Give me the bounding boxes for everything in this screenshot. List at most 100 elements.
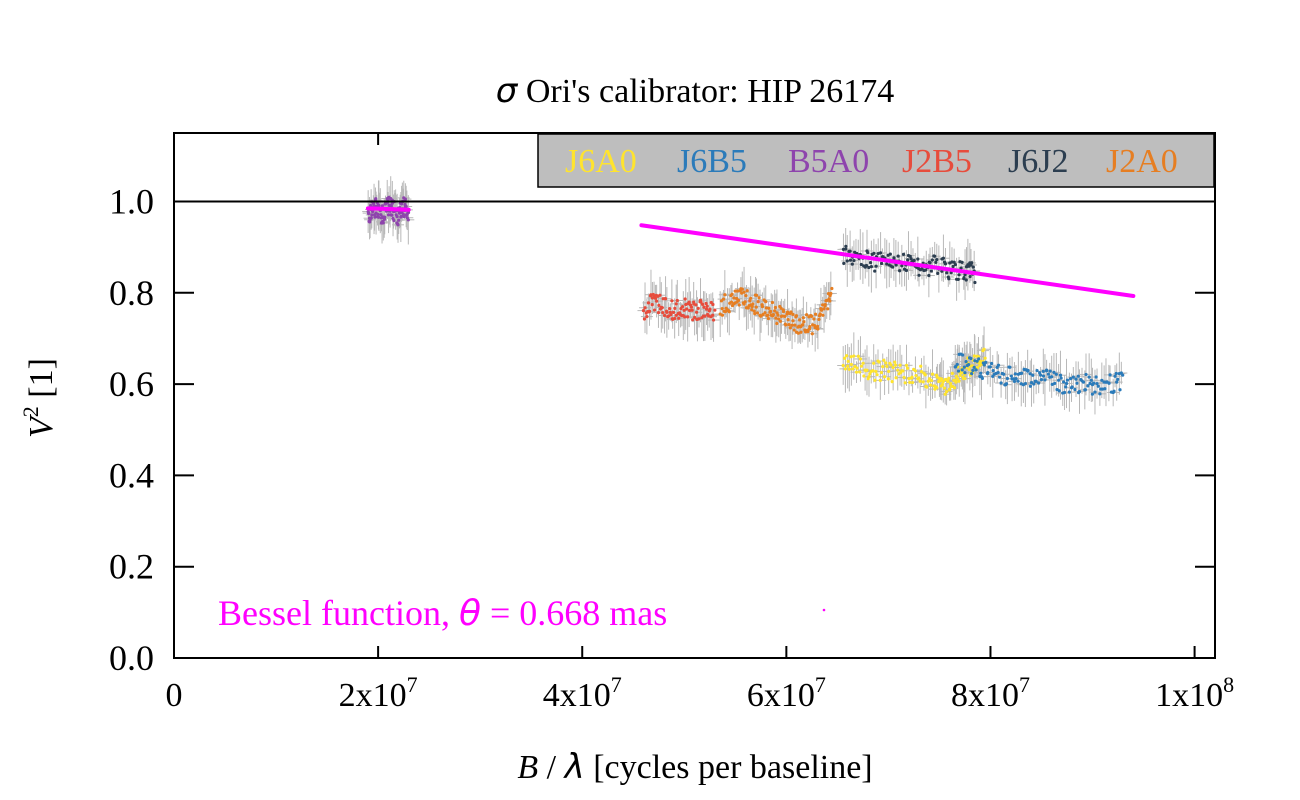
data-point xyxy=(801,316,805,320)
data-point xyxy=(656,310,661,315)
data-point xyxy=(1005,376,1009,381)
y-tick-label-0: 0.0 xyxy=(109,638,154,678)
data-point xyxy=(1093,390,1097,394)
data-point xyxy=(796,331,801,335)
data-point xyxy=(789,310,793,314)
data-point xyxy=(884,361,888,365)
data-point xyxy=(900,264,904,268)
data-point xyxy=(1062,390,1067,395)
fit-line-segment-0 xyxy=(365,206,411,212)
data-point xyxy=(903,381,907,385)
data-point xyxy=(680,304,685,309)
data-point xyxy=(908,380,912,385)
data-point xyxy=(1031,373,1035,377)
data-point xyxy=(719,299,724,303)
data-point xyxy=(865,368,869,372)
data-point xyxy=(392,218,396,223)
data-point xyxy=(740,287,744,291)
x-tick-exp: 7 xyxy=(1019,672,1030,697)
data-point xyxy=(978,359,982,363)
data-point xyxy=(1038,373,1043,377)
data-point xyxy=(888,252,892,256)
data-point xyxy=(650,303,654,307)
data-point xyxy=(720,313,725,317)
data-point xyxy=(969,356,973,361)
data-point xyxy=(869,265,873,269)
data-point xyxy=(737,298,741,302)
series-J6A0 xyxy=(841,347,987,396)
data-point xyxy=(855,366,859,370)
data-point xyxy=(713,308,717,312)
bessel-annotation: Bessel function, θ = 0.668 mas xyxy=(218,593,667,634)
data-point xyxy=(764,306,768,310)
data-point xyxy=(999,381,1003,385)
data-point xyxy=(1100,378,1104,382)
x-tick-exp: 8 xyxy=(1223,672,1234,697)
data-point xyxy=(887,369,891,374)
x-tick-exp: 7 xyxy=(407,672,418,697)
data-point xyxy=(383,215,387,219)
data-point xyxy=(810,314,814,318)
data-point xyxy=(849,362,853,367)
x-tick-base: 2x10 xyxy=(339,677,407,714)
data-point xyxy=(844,354,849,358)
data-point xyxy=(646,301,651,305)
data-point xyxy=(891,365,895,370)
data-point xyxy=(925,385,929,389)
data-point xyxy=(785,310,790,314)
x-tick-base: 6x10 xyxy=(747,677,815,714)
data-point xyxy=(914,373,918,378)
data-point xyxy=(770,300,775,305)
data-point xyxy=(1074,377,1078,381)
legend-entry-J6J2: J6J2 xyxy=(1008,143,1068,180)
y-axis-label-rest: [1] xyxy=(23,358,60,406)
data-point xyxy=(677,316,681,320)
data-point xyxy=(941,256,946,260)
data-point xyxy=(867,375,871,379)
data-point xyxy=(843,367,848,371)
data-point xyxy=(889,363,893,367)
data-point xyxy=(675,298,679,303)
data-point xyxy=(856,354,860,358)
data-point xyxy=(949,382,953,386)
data-point xyxy=(674,302,678,306)
x-axis-label-rest: [cycles per baseline] xyxy=(585,749,873,786)
data-point xyxy=(743,300,747,304)
data-point xyxy=(668,306,672,311)
data-point xyxy=(971,368,975,373)
data-point xyxy=(1041,374,1046,378)
data-point xyxy=(898,269,902,273)
data-point xyxy=(371,202,376,206)
data-point xyxy=(771,312,775,317)
data-point xyxy=(858,370,862,374)
data-point xyxy=(960,260,964,264)
data-point xyxy=(787,323,791,327)
data-point xyxy=(935,257,939,262)
data-point xyxy=(766,313,770,317)
data-point xyxy=(825,298,829,303)
data-point xyxy=(960,368,964,372)
data-point xyxy=(874,264,878,268)
data-point xyxy=(687,300,691,304)
legend-entry-J6B5: J6B5 xyxy=(677,143,747,180)
data-point xyxy=(1041,369,1045,373)
data-point xyxy=(812,317,816,321)
data-point xyxy=(862,374,866,378)
data-point xyxy=(821,313,825,317)
data-point xyxy=(848,249,852,253)
data-point xyxy=(933,254,937,258)
data-point xyxy=(1113,374,1117,378)
data-point xyxy=(894,263,898,267)
annotation-theta-symbol: θ xyxy=(459,593,481,634)
data-point xyxy=(813,312,818,316)
data-point xyxy=(927,273,931,278)
data-point xyxy=(399,214,403,218)
chart-title: σ Ori's calibrator: HIP 26174 xyxy=(496,71,894,111)
data-point xyxy=(947,376,951,380)
data-point xyxy=(775,321,779,326)
data-point xyxy=(1014,377,1018,381)
data-point xyxy=(989,361,994,366)
data-point xyxy=(643,306,647,310)
data-point xyxy=(658,293,662,297)
data-point xyxy=(906,258,910,262)
